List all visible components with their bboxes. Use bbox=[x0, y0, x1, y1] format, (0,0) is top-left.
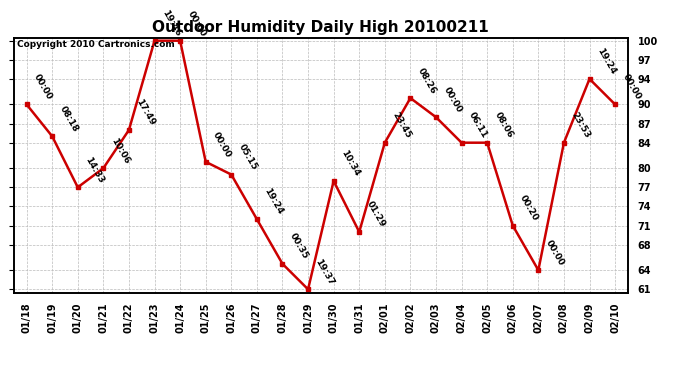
Text: 10:34: 10:34 bbox=[339, 149, 362, 178]
Text: 08:18: 08:18 bbox=[58, 104, 80, 134]
Text: 23:45: 23:45 bbox=[391, 111, 413, 140]
Text: 23:53: 23:53 bbox=[569, 111, 591, 140]
Text: 00:00: 00:00 bbox=[32, 73, 54, 102]
Text: 00:00: 00:00 bbox=[211, 130, 233, 159]
Text: 17:49: 17:49 bbox=[135, 98, 157, 127]
Text: 19:24: 19:24 bbox=[595, 46, 618, 76]
Text: 00:00: 00:00 bbox=[442, 86, 464, 114]
Text: Copyright 2010 Cartronics.com: Copyright 2010 Cartronics.com bbox=[17, 40, 175, 49]
Text: 05:15: 05:15 bbox=[237, 142, 259, 172]
Text: 06:11: 06:11 bbox=[467, 111, 489, 140]
Text: 10:06: 10:06 bbox=[109, 136, 131, 165]
Text: 08:26: 08:26 bbox=[416, 66, 438, 95]
Text: 19:37: 19:37 bbox=[314, 257, 336, 286]
Text: 00:00: 00:00 bbox=[186, 9, 208, 38]
Text: 00:00: 00:00 bbox=[621, 73, 642, 102]
Text: 08:06: 08:06 bbox=[493, 111, 515, 140]
Text: 19:24: 19:24 bbox=[262, 187, 285, 216]
Text: 01:29: 01:29 bbox=[365, 200, 387, 229]
Title: Outdoor Humidity Daily High 20100211: Outdoor Humidity Daily High 20100211 bbox=[152, 20, 489, 35]
Text: 00:20: 00:20 bbox=[518, 194, 540, 223]
Text: 19:46: 19:46 bbox=[160, 8, 182, 38]
Text: 00:00: 00:00 bbox=[544, 238, 566, 267]
Text: 14:33: 14:33 bbox=[83, 155, 106, 184]
Text: 00:35: 00:35 bbox=[288, 232, 310, 261]
